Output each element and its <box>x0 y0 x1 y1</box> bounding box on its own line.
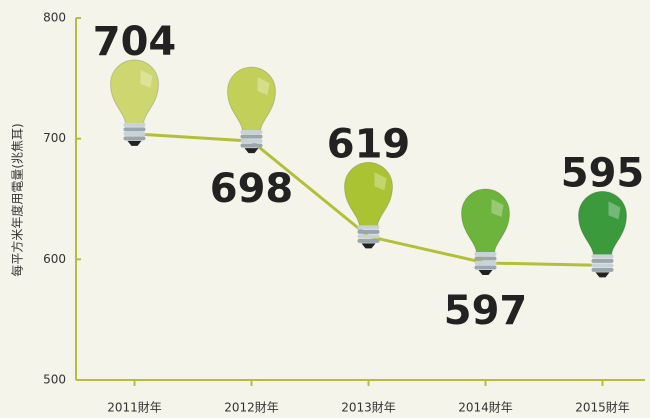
bulb-marker <box>109 59 160 146</box>
bulb-marker <box>460 188 511 275</box>
bulb-shine <box>491 198 504 217</box>
bulb-base <box>357 225 380 230</box>
bulb-tip <box>361 243 376 249</box>
value-label: 595 <box>561 150 645 196</box>
bulb-shine <box>140 69 153 88</box>
bulb-shine <box>257 77 270 96</box>
x-tick-label: 2013財年 <box>341 400 396 415</box>
bulb-base <box>357 238 380 243</box>
bulb-base <box>123 131 146 136</box>
bulb-tip <box>478 269 493 275</box>
bulb-marker <box>343 161 394 249</box>
x-tick-label: 2015財年 <box>575 400 630 415</box>
y-tick-label: 700 <box>43 131 66 145</box>
bulb-base <box>591 263 614 268</box>
bulb-tip <box>595 272 610 278</box>
bulb-glass <box>343 161 394 227</box>
bulb-base <box>474 256 497 261</box>
bulb-marker <box>577 190 628 278</box>
value-label: 619 <box>327 121 411 167</box>
bulb-base <box>474 265 497 270</box>
bulb-base <box>357 234 380 239</box>
y-axis-label: 每平方米年度用電量(兆焦耳) <box>10 123 25 276</box>
bulb-base <box>240 139 263 144</box>
bulb-base <box>240 143 263 148</box>
bulb-shine <box>608 201 621 220</box>
bulb-glass <box>226 66 277 132</box>
bulb-base <box>123 122 146 127</box>
y-tick-label: 600 <box>43 252 66 266</box>
bulb-base <box>123 136 146 141</box>
bulb-tip <box>127 140 142 146</box>
bulb-base <box>474 260 497 265</box>
bulb-base <box>591 254 614 259</box>
y-tick-label: 500 <box>43 373 66 387</box>
x-tick-label: 2014財年 <box>458 400 513 415</box>
bulb-glass <box>577 190 628 256</box>
bulb-base <box>123 127 146 132</box>
y-tick-label: 800 <box>43 11 66 25</box>
x-tick-label: 2012財年 <box>224 400 279 415</box>
bulb-glass <box>460 188 511 254</box>
bulb-base <box>474 251 497 256</box>
bulb-base <box>591 258 614 263</box>
bulb-glass <box>109 59 160 125</box>
bulb-shine <box>374 172 387 191</box>
value-label: 704 <box>93 19 177 65</box>
bulb-base <box>357 229 380 234</box>
x-tick-label: 2011財年 <box>107 400 162 415</box>
value-label: 597 <box>444 288 528 334</box>
bulb-base <box>240 130 263 135</box>
bulb-base <box>591 267 614 272</box>
bulb-base <box>240 134 263 139</box>
bulb-marker <box>226 66 277 154</box>
bulb-tip <box>244 148 259 154</box>
value-label: 698 <box>210 166 294 212</box>
